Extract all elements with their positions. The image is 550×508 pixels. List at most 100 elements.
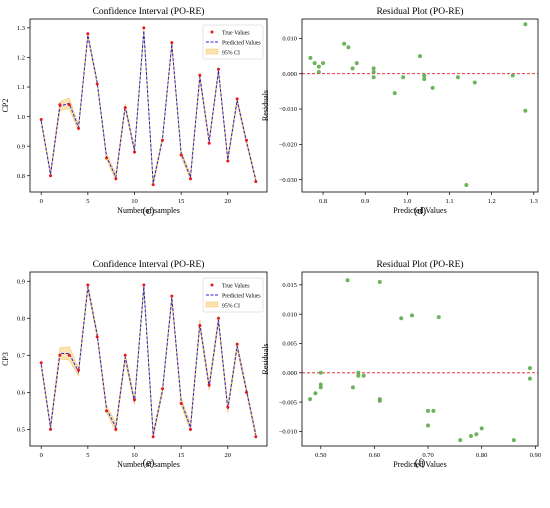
residual-point [312, 61, 317, 66]
residual-point [356, 373, 361, 378]
legend-label-true: True Values [222, 283, 250, 289]
residual-point [350, 385, 355, 390]
y-tick-label: 0.9 [17, 278, 25, 285]
y-tick-label: −0.010 [279, 429, 297, 436]
residual-point [318, 382, 323, 387]
residual-point [401, 75, 406, 80]
y-tick-label: 0.010 [282, 311, 297, 318]
residual-point [430, 85, 435, 90]
true-value-point [123, 106, 127, 110]
y-tick-label: 1.2 [17, 55, 25, 62]
y-tick-label: −0.030 [279, 177, 297, 184]
plot-area [302, 278, 538, 443]
true-value-point [188, 427, 192, 431]
x-tick-label: 20 [225, 452, 232, 459]
y-tick-label: 1.3 [17, 25, 25, 32]
true-value-point [179, 401, 183, 405]
residual-point [472, 80, 477, 85]
y-tick-label: 0.8 [17, 315, 25, 322]
chart-title: Residual Plot (PO-RE) [376, 259, 463, 270]
legend: True Values Predicted Values 95% CI [202, 24, 264, 60]
legend-label-predicted: Predicted Values [222, 40, 261, 46]
true-value-point [226, 159, 230, 163]
true-value-point [188, 177, 192, 181]
true-value-point [216, 316, 220, 320]
true-value-point [207, 383, 211, 387]
residual-point [464, 182, 469, 187]
legend-label-true: True Values [222, 30, 250, 36]
legend-marker-true [210, 30, 214, 34]
y-axis-label: CP2 [1, 99, 10, 113]
true-value-point [67, 103, 71, 107]
x-tick-label: 0.90 [530, 452, 541, 459]
true-value-point [123, 353, 127, 357]
panel-caption: (e) [143, 458, 155, 469]
true-value-point [142, 26, 146, 30]
y-tick-label: −0.020 [279, 142, 297, 149]
chart-title: Residual Plot (PO-RE) [376, 6, 463, 17]
true-value-point [114, 427, 118, 431]
true-value-point [198, 73, 202, 77]
residual-point [318, 385, 323, 390]
true-value-point [142, 283, 146, 287]
x-tick-label: 15 [178, 452, 185, 459]
true-value-point [133, 398, 137, 402]
true-value-point [86, 32, 90, 36]
true-value-point [86, 283, 90, 287]
y-tick-label: 0.9 [17, 143, 25, 150]
panel-caption: (c) [143, 206, 155, 217]
panel-c: Confidence Interval (PO-RE) 0 5 10 15 20 0.8 0.… [1, 6, 268, 217]
x-axis-label: Predicted Values [393, 206, 446, 215]
residual-point [474, 432, 479, 437]
residual-point [392, 91, 397, 96]
legend-marker-ci [205, 301, 219, 308]
true-value-point [105, 156, 109, 160]
residual-point [308, 55, 313, 60]
residual-point [510, 73, 515, 78]
residual-point [431, 408, 436, 413]
residual-point [377, 398, 382, 403]
true-value-point [151, 435, 155, 439]
residual-point [346, 45, 351, 50]
true-value-point [207, 141, 211, 145]
true-value-point [160, 387, 164, 391]
residual-point [422, 77, 427, 82]
residual-point [418, 54, 422, 59]
residual-point [354, 61, 359, 66]
panel-d: Residual Plot (PO-RE) 0.8 0.9 1.0 1.1 1.2 1.3 −… [261, 6, 539, 217]
x-axis-label: Predicted Values [393, 460, 446, 469]
residual-point [409, 313, 414, 318]
residual-point [426, 408, 431, 413]
true-value-point [160, 138, 164, 142]
true-value-point [254, 180, 258, 184]
x-tick-label: 10 [131, 198, 138, 205]
axes-frame [301, 18, 539, 193]
true-value-point [170, 294, 174, 298]
true-value-point [95, 82, 99, 86]
residual-point [318, 370, 323, 375]
true-value-point [49, 174, 53, 178]
x-tick-label: 1.2 [488, 198, 496, 205]
residual-point [356, 370, 361, 375]
x-tick-label: 1.1 [445, 198, 453, 205]
true-value-point [39, 361, 43, 365]
residual-point [371, 75, 376, 80]
legend-label-predicted: Predicted Values [222, 293, 261, 299]
plot-area [39, 26, 258, 187]
true-value-point [254, 435, 258, 439]
true-value-point [170, 41, 174, 45]
panel-e: Confidence Interval (PO-RE) 0 5 10 15 20 0.5 0.… [1, 259, 268, 469]
residual-point [479, 426, 484, 431]
true-value-point [179, 153, 183, 157]
residual-point [313, 391, 318, 396]
true-value-point [235, 97, 239, 101]
x-tick-label: 0.8 [319, 198, 327, 205]
true-value-point [244, 390, 248, 394]
residual-point [523, 108, 528, 113]
y-tick-label: −0.005 [279, 399, 297, 406]
y-tick-label: 1.1 [17, 84, 25, 91]
true-value-point [216, 67, 220, 71]
panel-caption: (f) [415, 458, 426, 469]
chart-title: Confidence Interval (PO-RE) [93, 259, 205, 270]
true-value-point [244, 138, 248, 142]
